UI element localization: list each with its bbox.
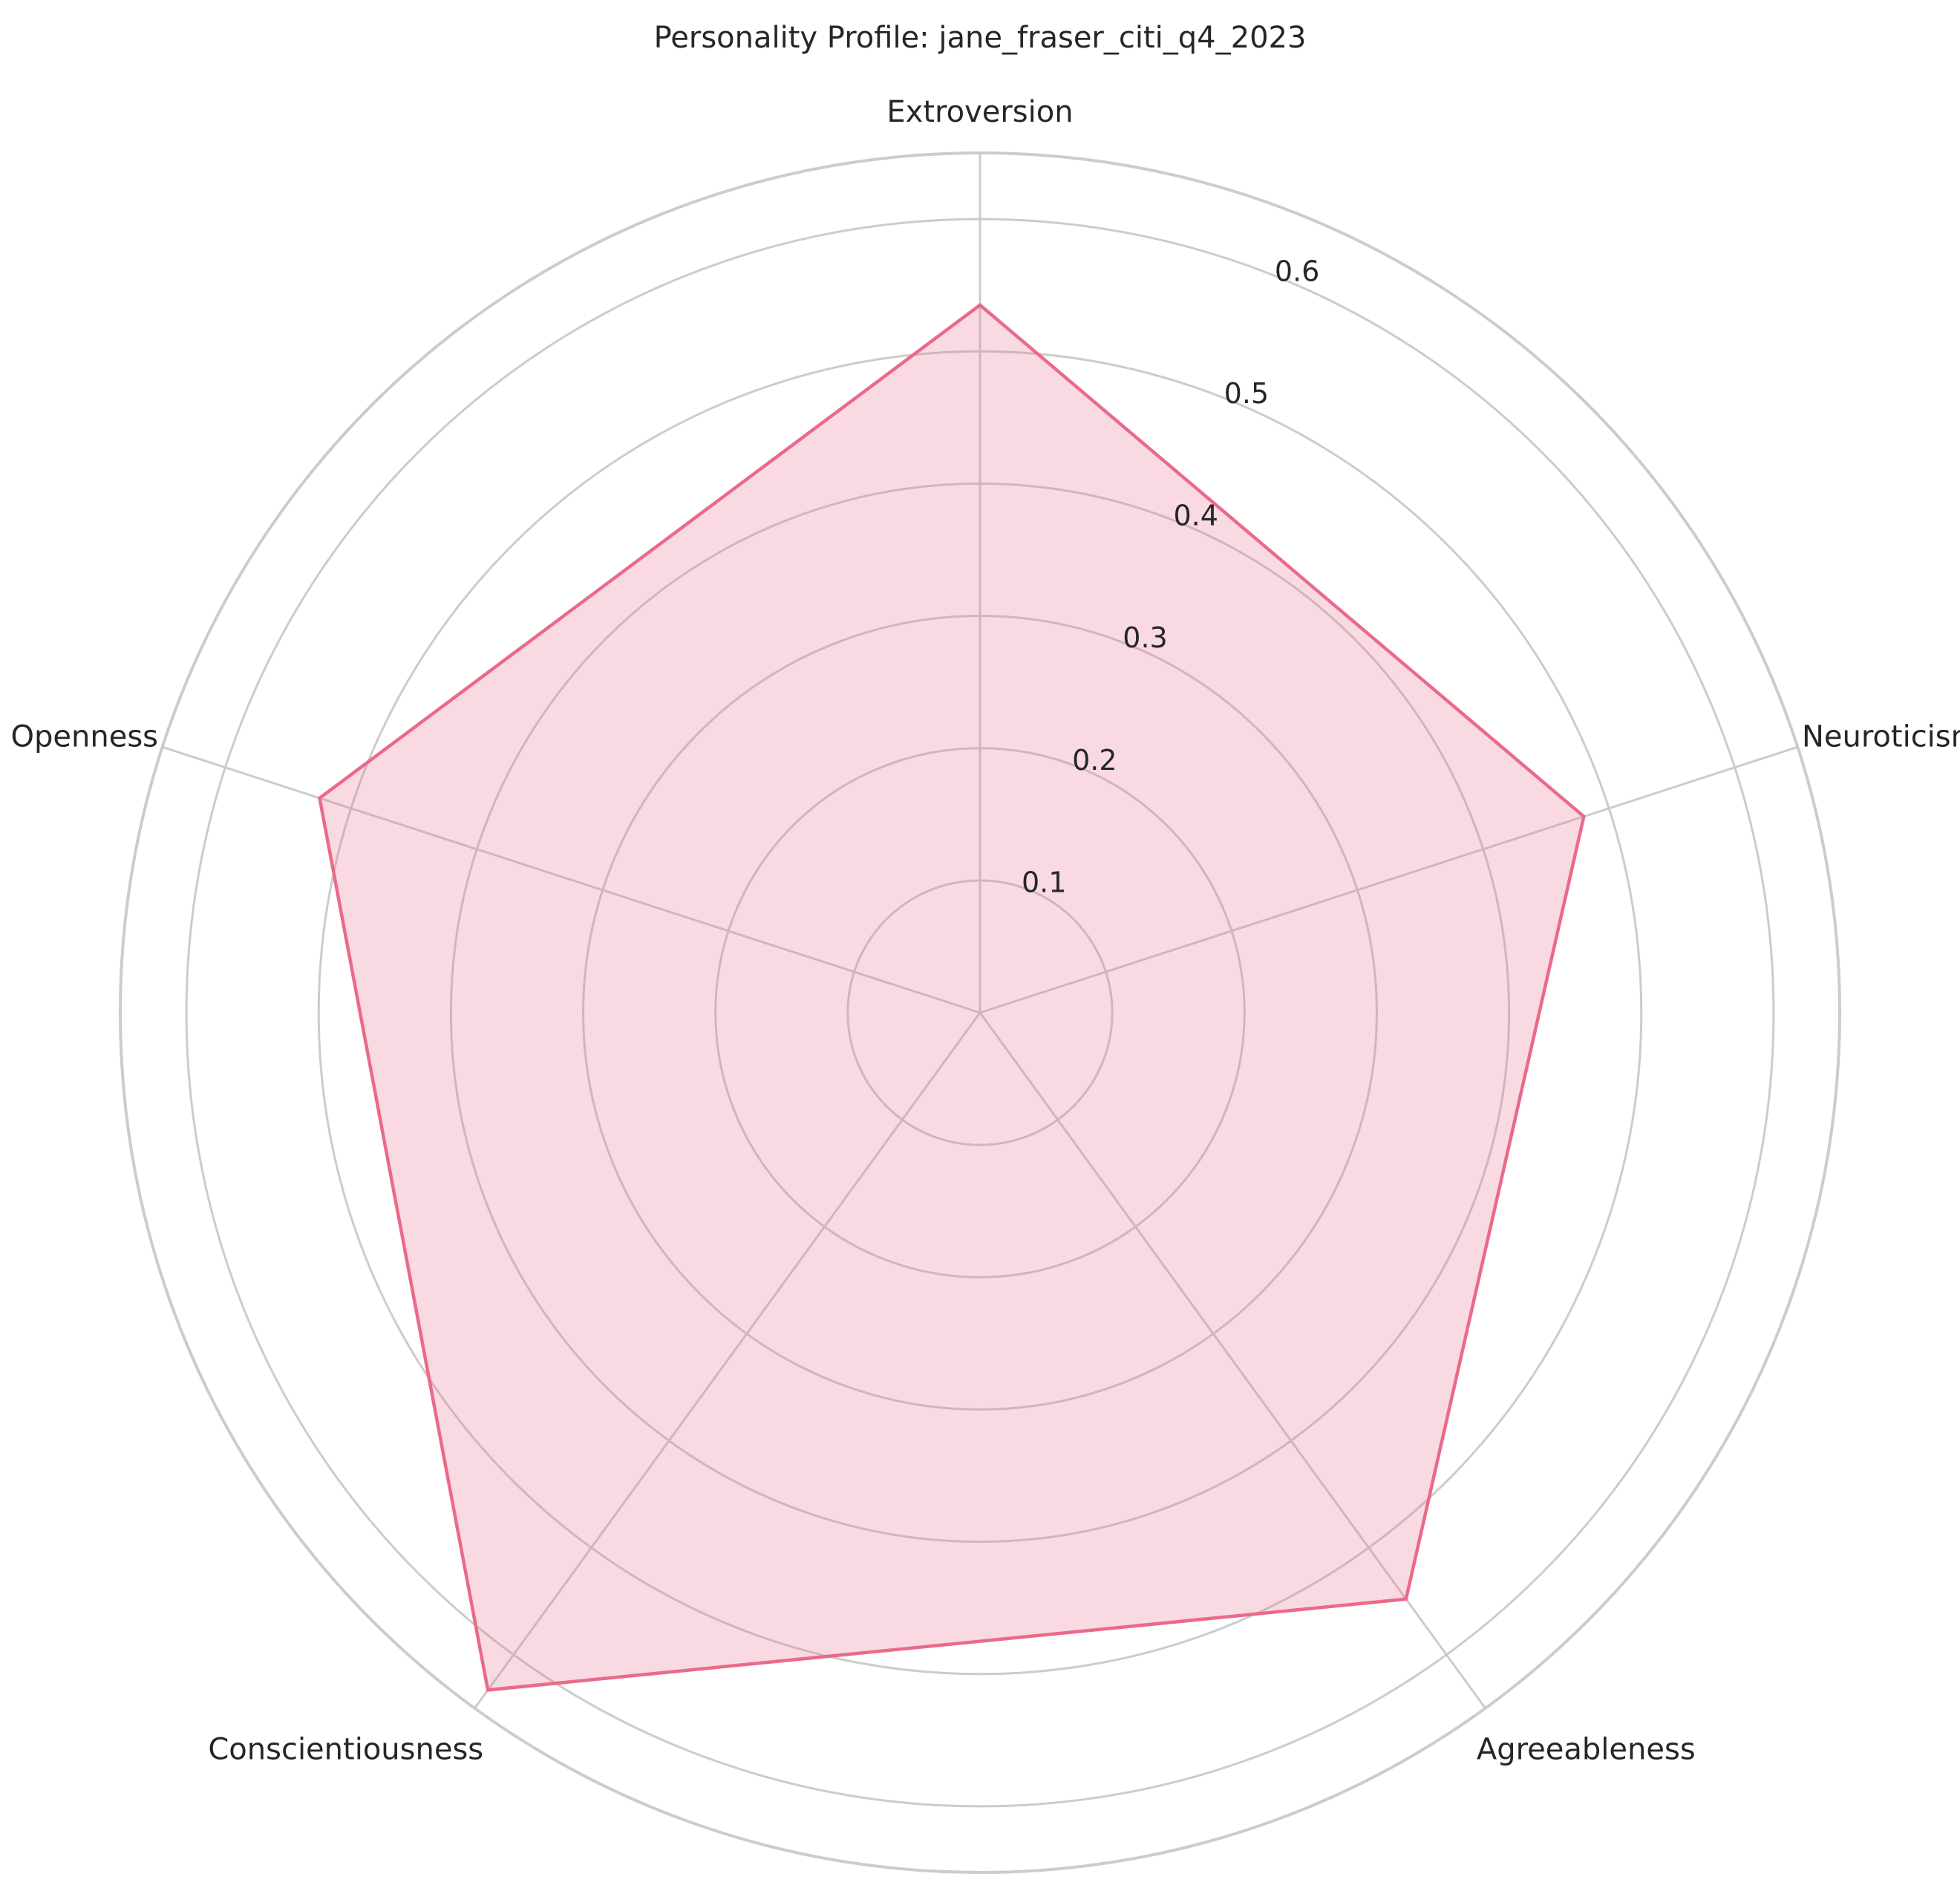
label-layer: Extroversion Neuroticism Agreeableness Cons… [11,95,1960,1767]
axis-label-extroversion: Extroversion [886,95,1073,129]
data-point-openness [318,797,321,799]
axis-label-openness: Openness [11,719,158,754]
radial-tick-label-2: 0.2 [1072,744,1117,777]
radial-tick-label-3: 0.3 [1123,621,1167,654]
spoke-agreeableness [979,1012,1486,1709]
tick-layer: 0.1 0.2 0.3 0.4 0.5 0.6 [1022,255,1319,898]
axis-label-neuroticism: Neuroticism [1802,719,1960,754]
data-point-agreeableness [1405,1598,1407,1600]
data-layer [318,303,1586,1692]
chart-title: Personality Profile: jane_fraser_citi_q4… [654,21,1307,55]
data-point-extroversion [979,304,981,306]
radial-tick-label-4: 0.4 [1173,500,1218,532]
data-point-neuroticism [1583,815,1585,817]
data-point-conscientiousness [487,1689,489,1691]
radial-tick-label-1: 0.1 [1022,866,1066,898]
spoke-conscientiousness [474,1012,981,1709]
axis-label-conscientiousness: Conscientiousness [208,1733,483,1767]
grid-layer [119,151,1841,1874]
axis-label-agreeableness: Agreeableness [1477,1733,1696,1767]
series-line [318,303,1586,1692]
radial-tick-label-5: 0.5 [1224,377,1269,410]
spoke-neuroticism [979,745,1798,1014]
radial-tick-label-6: 0.6 [1275,255,1319,287]
spoke-openness [162,745,981,1014]
series-area [319,304,1584,1691]
